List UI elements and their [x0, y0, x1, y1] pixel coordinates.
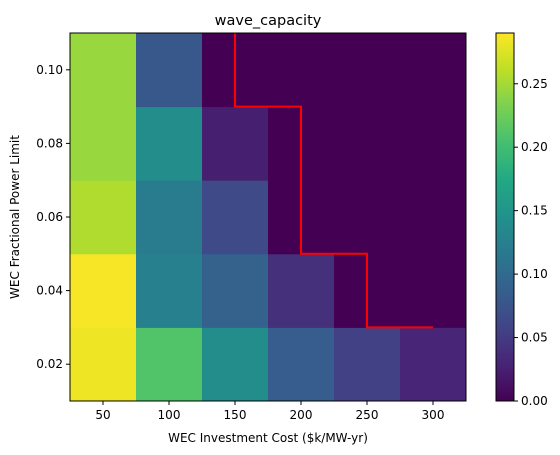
y-tick-label: 0.04 [36, 284, 63, 298]
colorbar-tick-label: 0.10 [521, 267, 548, 281]
heatmap-cell [70, 327, 137, 402]
heatmap-cell [334, 106, 401, 181]
colorbar-tick-label: 0.20 [521, 140, 548, 154]
heatmap-cell [136, 33, 203, 108]
x-tick-label: 50 [95, 408, 110, 422]
y-axis-label: WEC Fractional Power Limit [8, 135, 22, 299]
colorbar-tick-label: 0.25 [521, 77, 548, 91]
boundary-line [234, 33, 433, 329]
heatmap-cell [268, 253, 335, 328]
x-tick-label: 300 [422, 408, 445, 422]
colorbar-tick-label: 0.00 [521, 394, 548, 408]
colorbar-tick-label: 0.05 [521, 331, 548, 345]
heatmap-cell [334, 180, 401, 255]
heatmap-cell [268, 327, 335, 402]
y-tick-label: 0.10 [36, 63, 63, 77]
heatmap-cell [268, 33, 335, 108]
colorbar [495, 32, 515, 402]
chart-title: wave_capacity [215, 13, 322, 29]
heatmap-cell [136, 180, 203, 255]
heatmap-cell [70, 253, 137, 328]
heatmap-cell [70, 106, 137, 181]
heatmap-cell [202, 253, 269, 328]
colorbar-tick-label: 0.15 [521, 204, 548, 218]
heatmap-cell [70, 33, 137, 108]
x-tick-label: 100 [158, 408, 181, 422]
heatmap-cell [400, 253, 467, 328]
heatmap-cell [334, 33, 401, 108]
x-tick-label: 150 [224, 408, 247, 422]
x-tick-label: 250 [356, 408, 379, 422]
y-tick-label: 0.08 [36, 136, 63, 150]
heatmap-cell [400, 327, 467, 402]
heatmap-cell [400, 33, 467, 108]
heatmap-cell [334, 327, 401, 402]
heatmap-cells [70, 33, 467, 402]
heatmap-cell [136, 106, 203, 181]
x-axis-label: WEC Investment Cost ($k/MW-yr) [168, 431, 368, 445]
x-tick-label: 200 [290, 408, 313, 422]
heatmap-cell [400, 106, 467, 181]
y-axis: 0.02 0.04 0.06 0.08 0.10 [36, 63, 70, 371]
y-tick-label: 0.06 [36, 210, 63, 224]
heatmap-cell [136, 253, 203, 328]
heatmap-cell [202, 106, 269, 181]
colorbar-ticks: 0.00 0.05 0.10 0.15 0.20 0.25 [514, 77, 548, 408]
heatmap-cell [202, 327, 269, 402]
heatmap-cell [400, 180, 467, 255]
x-axis: 50 100 150 200 250 300 [95, 401, 444, 422]
y-tick-label: 0.02 [36, 357, 63, 371]
heatmap-cell [70, 180, 137, 255]
heatmap-cell [202, 180, 269, 255]
heatmap-cell [136, 327, 203, 402]
